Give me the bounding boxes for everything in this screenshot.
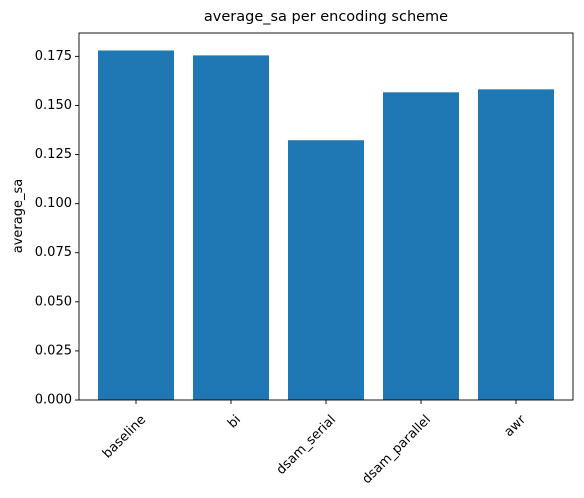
bar-dsam_parallel [383, 92, 459, 400]
y-ticks-group: 0.000 0.025 0.050 0.075 0.100 0.125 0.150 0.175 [35, 49, 79, 408]
y-tick-label-3: 0.075 [35, 245, 72, 260]
bar-dsam_serial [288, 140, 364, 400]
plot-frame [78, 32, 574, 401]
x-tick-label-awr: awr [502, 412, 530, 440]
chart-title: average_sa per encoding scheme [204, 9, 448, 25]
x-ticks-group: baseline bi dsam_serial dsam_parallel awr [100, 400, 530, 487]
bars-group [98, 50, 554, 401]
y-tick-label-4: 0.100 [35, 196, 72, 211]
y-tick-label-6: 0.150 [35, 98, 72, 113]
y-tick-label-5: 0.125 [35, 147, 72, 162]
y-tick-label-7: 0.175 [35, 49, 72, 64]
y-axis-label: average_sa [11, 179, 26, 253]
bar-baseline [98, 50, 174, 400]
x-tick-label-dsam_parallel: dsam_parallel [359, 412, 434, 487]
x-tick-label-baseline: baseline [100, 412, 149, 461]
y-tick-label-1: 0.025 [35, 343, 72, 358]
bar-bi [193, 55, 269, 401]
y-tick-label-2: 0.050 [35, 294, 72, 309]
bar-awr [478, 89, 554, 400]
x-tick-label-bi: bi [225, 412, 244, 431]
x-tick-label-dsam_serial: dsam_serial [274, 412, 339, 477]
y-tick-label-0: 0.000 [35, 393, 72, 408]
